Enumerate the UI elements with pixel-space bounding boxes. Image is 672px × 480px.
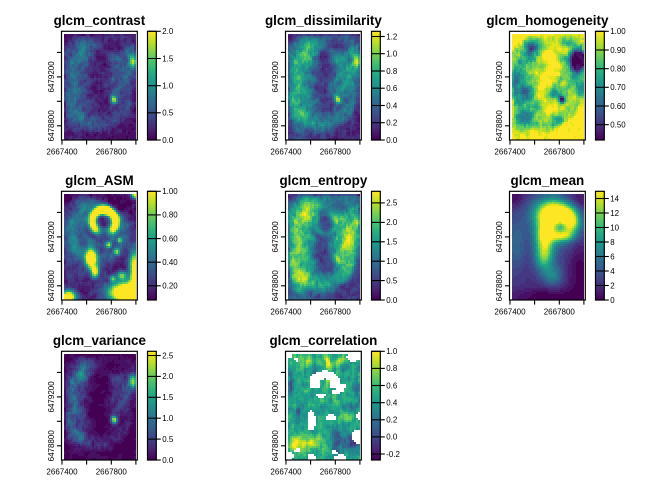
svg-text:0.80: 0.80 <box>610 65 626 74</box>
svg-text:6479200: 6479200 <box>271 61 280 93</box>
svg-text:2.0: 2.0 <box>162 27 174 36</box>
svg-text:0.2: 0.2 <box>386 119 397 128</box>
svg-text:2667800: 2667800 <box>96 148 128 157</box>
svg-text:6479200: 6479200 <box>495 61 504 93</box>
svg-text:1.0: 1.0 <box>162 82 174 91</box>
svg-text:1.2: 1.2 <box>386 32 397 41</box>
svg-text:2667400: 2667400 <box>270 148 302 157</box>
svg-text:0.6: 0.6 <box>386 84 398 93</box>
svg-text:2667800: 2667800 <box>320 148 352 157</box>
svg-text:0.4: 0.4 <box>386 101 398 110</box>
svg-text:glcm_dissimilarity: glcm_dissimilarity <box>265 13 382 28</box>
svg-text:1.5: 1.5 <box>162 54 174 63</box>
svg-text:1.0: 1.0 <box>386 50 398 59</box>
svg-text:0.50: 0.50 <box>610 121 626 130</box>
svg-text:glcm_homogeneity: glcm_homogeneity <box>486 13 609 28</box>
svg-text:0.5: 0.5 <box>162 109 174 118</box>
svg-text:2667400: 2667400 <box>46 148 78 157</box>
svg-text:glcm_ASM: glcm_ASM <box>65 173 133 188</box>
svg-text:0.60: 0.60 <box>610 102 626 111</box>
svg-text:2667400: 2667400 <box>494 148 526 157</box>
svg-text:6478800: 6478800 <box>495 110 504 142</box>
svg-text:6479200: 6479200 <box>47 61 56 93</box>
svg-text:6478800: 6478800 <box>47 110 56 142</box>
svg-text:0.90: 0.90 <box>610 46 626 55</box>
svg-text:6478800: 6478800 <box>271 110 280 142</box>
svg-text:2667800: 2667800 <box>544 148 576 157</box>
svg-text:0.70: 0.70 <box>610 83 626 92</box>
svg-text:glcm_contrast: glcm_contrast <box>54 13 146 28</box>
svg-text:0.8: 0.8 <box>386 67 398 76</box>
svg-text:0.0: 0.0 <box>162 136 174 145</box>
svg-text:1.00: 1.00 <box>610 27 626 36</box>
svg-text:0.0: 0.0 <box>386 136 398 145</box>
